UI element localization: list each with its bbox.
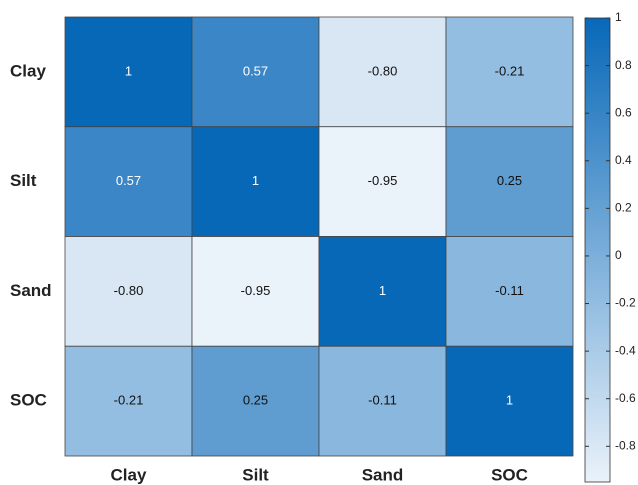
cell <box>445 126 574 237</box>
cell-label: 1 <box>125 63 132 78</box>
cell <box>191 126 320 237</box>
colorbar-tick-label: 0.6 <box>615 105 632 119</box>
colorbar-tick-label: 0.8 <box>615 58 632 72</box>
cell-label: 0.57 <box>116 173 141 188</box>
cell <box>191 345 320 457</box>
y-tick-label: Sand <box>10 281 52 300</box>
cell <box>318 126 447 237</box>
y-tick-label: Silt <box>10 171 37 190</box>
y-tick-label: SOC <box>10 391 47 410</box>
cell <box>64 126 193 237</box>
x-tick-label: Clay <box>111 465 147 484</box>
cell-label: 0.57 <box>243 63 268 78</box>
cell-label: -0.95 <box>241 283 271 298</box>
colorbar-tick-label: -0.2 <box>615 296 636 310</box>
cell-label: -0.11 <box>495 283 524 298</box>
cell <box>64 16 193 128</box>
cell <box>318 345 447 457</box>
cell-label: 0.25 <box>243 393 268 408</box>
cell-label: 0.25 <box>497 173 522 188</box>
colorbar-tick-label: 1 <box>615 10 622 24</box>
x-tick-label: SOC <box>491 465 528 484</box>
cell <box>445 236 574 347</box>
cell-label: -0.80 <box>368 63 398 78</box>
cell <box>445 345 574 457</box>
colorbar-tick-label: -0.4 <box>615 343 636 357</box>
cell <box>191 16 320 128</box>
colorbar-tick-label: 0 <box>615 248 622 262</box>
cell-label: 1 <box>379 283 386 298</box>
cell <box>191 236 320 347</box>
cell-label: -0.95 <box>368 173 398 188</box>
colorbar <box>584 17 611 483</box>
cell <box>318 16 447 128</box>
y-tick-label: Clay <box>10 61 46 80</box>
x-tick-label: Silt <box>242 465 269 484</box>
colorbar-tick-label: -0.6 <box>615 391 636 405</box>
cell-label: -0.21 <box>114 393 144 408</box>
cell-label: 1 <box>506 393 513 408</box>
colorbar-tick-label: 0.2 <box>615 201 632 215</box>
colorbar-tick-label: 0.4 <box>615 153 632 167</box>
cell-label: 1 <box>252 173 259 188</box>
colorbar-tick-label: -0.8 <box>615 438 636 452</box>
cell-label: -0.80 <box>114 283 144 298</box>
cell <box>64 345 193 457</box>
x-tick-label: Sand <box>362 465 404 484</box>
cell <box>445 16 574 128</box>
cell-label: -0.21 <box>495 63 525 78</box>
cell-label: -0.11 <box>368 393 397 408</box>
